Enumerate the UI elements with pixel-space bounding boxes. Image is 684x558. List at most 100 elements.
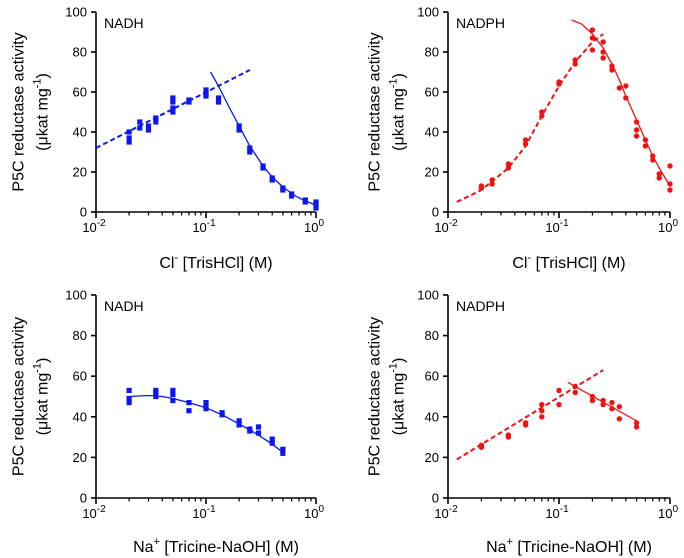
x-tick-base: 10 bbox=[192, 220, 206, 235]
y-tick-label: 20 bbox=[73, 165, 87, 180]
data-point bbox=[572, 389, 578, 396]
data-point bbox=[633, 420, 640, 426]
data-point bbox=[522, 420, 529, 426]
data-point bbox=[269, 440, 275, 446]
y-tick-label: 20 bbox=[73, 450, 87, 465]
x-axis-title-sup: + bbox=[154, 536, 160, 548]
data-point bbox=[170, 99, 176, 105]
data-point bbox=[572, 383, 578, 390]
x-axis-title: Na+ [Tricine-NaOH] (M) bbox=[133, 536, 299, 556]
data-point bbox=[623, 95, 629, 101]
data-point bbox=[623, 83, 629, 89]
y-tick-label: 60 bbox=[425, 369, 439, 384]
y-axis-unit-exponent: -1 bbox=[32, 78, 44, 88]
data-point bbox=[186, 408, 192, 414]
data-point bbox=[572, 57, 578, 63]
data-point bbox=[145, 123, 152, 129]
x-axis-title-base: Cl bbox=[159, 255, 174, 272]
x-tick-exponent: 0 bbox=[672, 504, 678, 515]
x-axis-title-sup: - bbox=[527, 252, 531, 264]
data-point bbox=[656, 171, 662, 177]
data-point bbox=[126, 129, 132, 135]
data-point bbox=[609, 405, 615, 412]
x-tick-base: 10 bbox=[304, 506, 318, 521]
data-point bbox=[505, 161, 512, 167]
data-point bbox=[236, 123, 242, 129]
data-point bbox=[572, 61, 578, 67]
data-point bbox=[255, 430, 262, 436]
data-point bbox=[247, 426, 253, 432]
x-tick-exponent: -1 bbox=[207, 504, 216, 515]
fit-line-dashed bbox=[95, 69, 251, 149]
data-point bbox=[137, 119, 143, 125]
data-point bbox=[170, 95, 176, 101]
data-point bbox=[302, 197, 308, 203]
fit-line-solid bbox=[129, 394, 284, 453]
data-point bbox=[650, 157, 656, 163]
x-tick-exponent: -1 bbox=[560, 504, 569, 515]
data-point bbox=[247, 145, 253, 151]
data-point bbox=[600, 55, 606, 61]
x-tick-label: 100 bbox=[658, 504, 678, 521]
x-tick-exponent: 0 bbox=[318, 218, 324, 229]
x-tick-base: 10 bbox=[545, 506, 559, 521]
data-point bbox=[642, 137, 649, 143]
x-axis-title-sup: - bbox=[174, 252, 178, 264]
data-point bbox=[539, 408, 545, 414]
panel-title: NADPH bbox=[456, 298, 505, 314]
x-axis-title-rest: [TrisHCl] (M) bbox=[178, 255, 273, 272]
data-point bbox=[505, 165, 512, 171]
data-point bbox=[280, 446, 286, 452]
y-tick-label: 60 bbox=[73, 369, 87, 384]
data-point bbox=[589, 35, 596, 41]
data-point bbox=[126, 399, 132, 406]
y-axis-title-line2: (μkat mg-1) bbox=[388, 73, 408, 151]
data-point bbox=[589, 27, 596, 33]
data-point bbox=[539, 113, 545, 119]
y-axis-title-line1: P5C reductase activity bbox=[11, 32, 28, 191]
data-point bbox=[260, 163, 266, 169]
x-axis-title-base: Na bbox=[133, 539, 154, 556]
data-point bbox=[145, 127, 152, 133]
data-point bbox=[609, 399, 615, 406]
data-point bbox=[170, 109, 176, 115]
data-point bbox=[313, 205, 319, 211]
fit-line-solid bbox=[210, 71, 317, 206]
data-point bbox=[609, 67, 615, 73]
data-point bbox=[633, 119, 640, 125]
data-point bbox=[667, 187, 673, 193]
data-point bbox=[236, 418, 242, 424]
data-point bbox=[186, 399, 192, 406]
data-point bbox=[186, 97, 192, 103]
data-point bbox=[522, 137, 529, 143]
data-point bbox=[539, 414, 545, 420]
y-axis-unit-close: ) bbox=[391, 73, 408, 78]
data-point bbox=[219, 410, 225, 416]
data-point bbox=[170, 105, 176, 111]
y-tick-label: 0 bbox=[80, 205, 87, 220]
y-tick-label: 20 bbox=[425, 450, 439, 465]
x-tick-exponent: -1 bbox=[560, 218, 569, 229]
y-axis-unit-exponent: -1 bbox=[388, 78, 400, 88]
x-tick-base: 10 bbox=[82, 506, 96, 521]
x-tick-label: 10-1 bbox=[545, 504, 569, 521]
x-tick-exponent: -2 bbox=[97, 504, 106, 515]
y-axis-title: P5C reductase activity (μkat mg-1) bbox=[11, 32, 52, 191]
x-tick-exponent: -2 bbox=[449, 504, 458, 515]
y-axis-unit: (μkat mg bbox=[35, 373, 52, 436]
data-point bbox=[478, 183, 485, 189]
data-point bbox=[153, 115, 159, 121]
data-point bbox=[505, 432, 512, 438]
data-point bbox=[556, 401, 562, 408]
data-point bbox=[170, 397, 176, 404]
y-axis-title-line1: P5C reductase activity bbox=[367, 32, 384, 191]
x-tick-exponent: 0 bbox=[672, 218, 678, 229]
x-tick-exponent: -2 bbox=[97, 218, 106, 229]
y-axis-title-line2: (μkat mg-1) bbox=[32, 73, 52, 151]
data-point bbox=[153, 387, 159, 394]
data-point bbox=[633, 133, 640, 139]
data-point bbox=[656, 175, 662, 181]
y-tick-label: 0 bbox=[432, 205, 439, 220]
